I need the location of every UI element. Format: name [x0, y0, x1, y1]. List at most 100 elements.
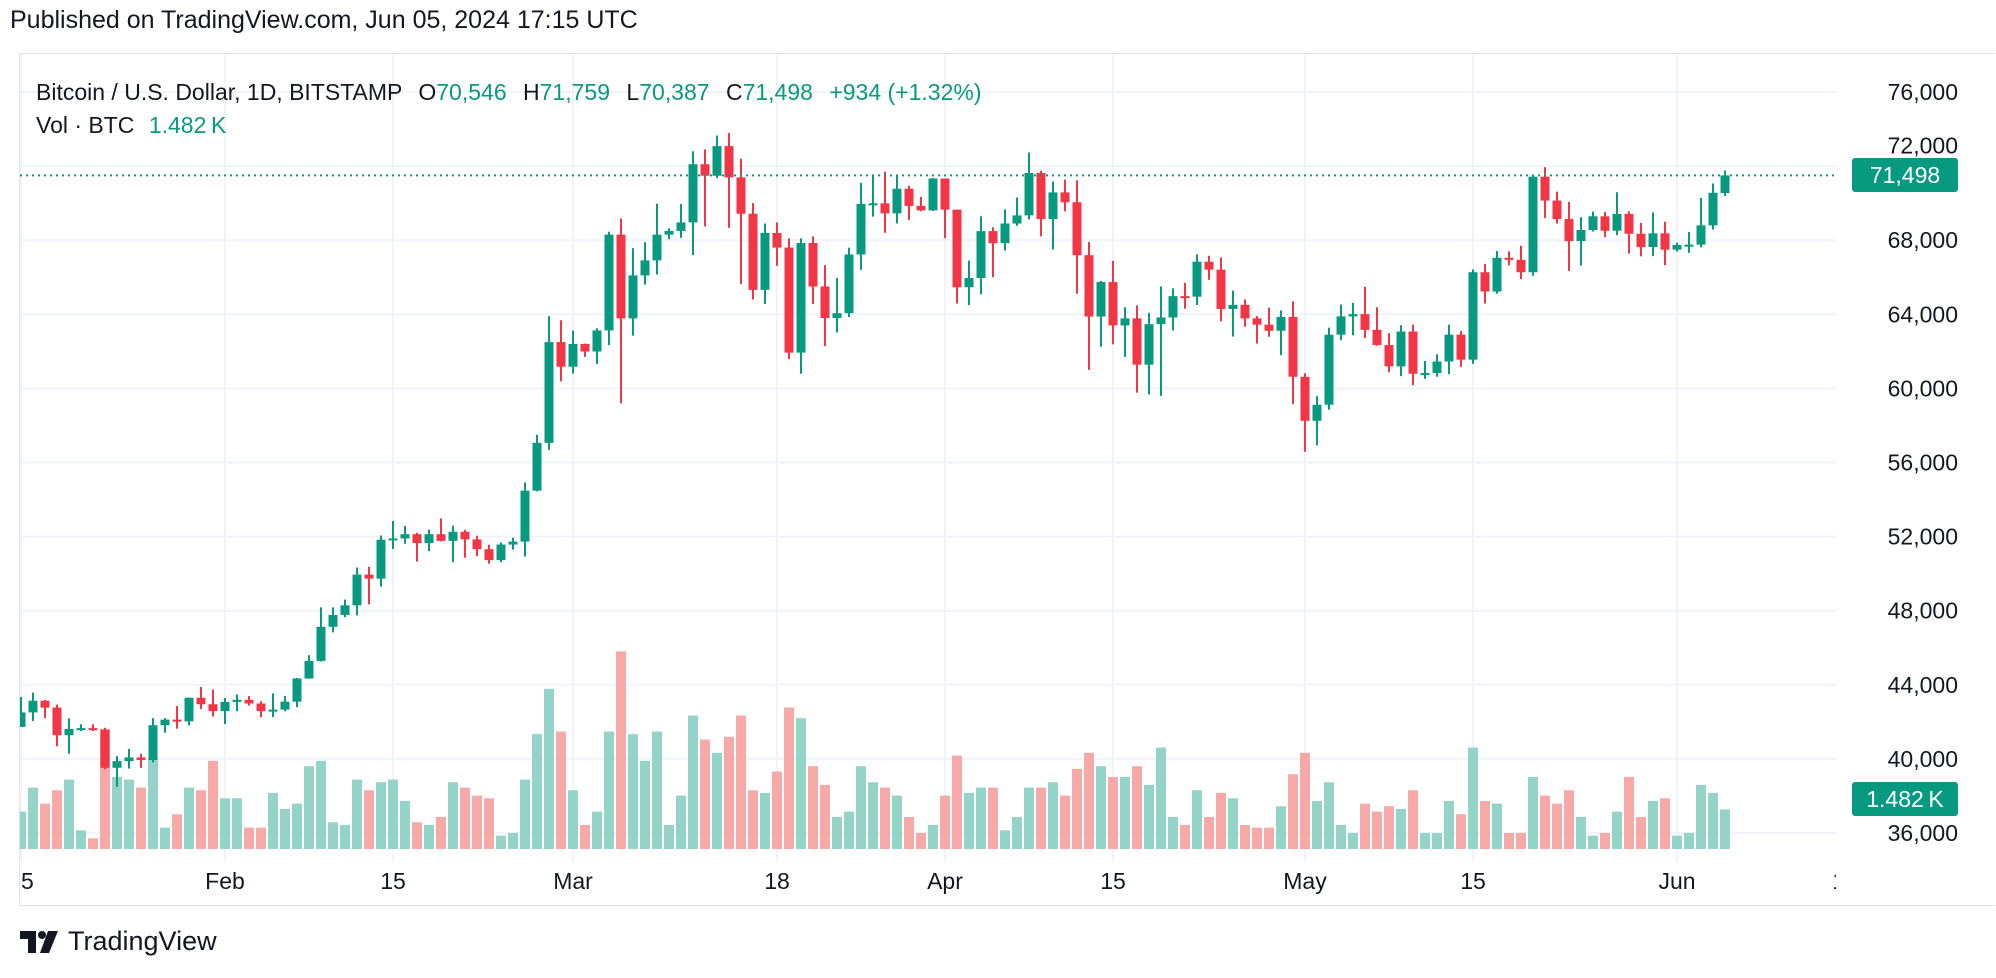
candle-body [976, 231, 986, 278]
volume-bar [1108, 776, 1118, 849]
candle-body [1168, 296, 1178, 318]
candle-body [1492, 257, 1502, 292]
volume-label[interactable]: Vol · BTC [36, 112, 135, 138]
volume-value: 1.482 K [148, 112, 227, 138]
candle-body [148, 725, 158, 761]
candle-body [652, 234, 662, 261]
volume-bar [1360, 803, 1370, 849]
volume-bar [1060, 795, 1070, 849]
candle-body [76, 728, 86, 731]
candle-body [196, 697, 206, 705]
published-caption: Published on TradingView.com, Jun 05, 20… [10, 6, 638, 34]
volume-bar [940, 795, 950, 849]
volume-bar [1072, 768, 1082, 849]
volume-bar [904, 816, 914, 849]
candle-body [484, 549, 494, 561]
y-tick-label: 52,000 [1888, 524, 1958, 550]
candle-body [352, 574, 362, 606]
candle-body [688, 164, 698, 223]
volume-bar [76, 830, 86, 849]
volume-bar [352, 779, 362, 849]
volume-bar [592, 811, 602, 849]
candle-body [340, 605, 350, 615]
volume-bar [268, 792, 278, 849]
volume-bar [436, 816, 446, 849]
tradingview-logo[interactable]: TradingView [20, 926, 217, 957]
volume-bar [472, 795, 482, 849]
volume-bar [256, 827, 266, 849]
volume-bar [736, 715, 746, 849]
candle-body [124, 757, 134, 762]
candle-body [1132, 318, 1142, 365]
volume-bar [1084, 752, 1094, 849]
volume-bar [544, 688, 554, 849]
candle-body [1228, 304, 1238, 309]
volume-bar [208, 760, 218, 849]
volume-bar [1516, 832, 1526, 849]
volume-bar [784, 707, 794, 849]
x-tick-label: Mar [553, 868, 593, 894]
candle-body [1096, 282, 1106, 317]
candle-body [448, 531, 458, 541]
volume-bar [184, 787, 194, 849]
volume-bar [508, 832, 518, 849]
volume-bar [424, 824, 434, 849]
candle-body [400, 534, 410, 539]
y-tick-label: 60,000 [1888, 375, 1958, 401]
candle-body [376, 539, 386, 579]
volume-bar [136, 787, 146, 849]
time-axis: 15 Feb 15 Mar 18 Apr 15 May 15 Jun 15 [20, 868, 1858, 894]
volume-bar [28, 787, 38, 849]
candle-body [1624, 213, 1634, 234]
volume-bar [1336, 824, 1346, 849]
volume-bar [1552, 803, 1562, 849]
volume-bar [700, 739, 710, 849]
candle-body [1636, 233, 1646, 248]
volume-bar [112, 776, 122, 849]
candle-body [1684, 244, 1694, 247]
candle-body [1708, 192, 1718, 226]
candle-body [160, 719, 170, 726]
candle-body [736, 177, 746, 214]
candle-body [856, 203, 866, 255]
volume-bar [1696, 784, 1706, 849]
volume-bar [100, 728, 110, 849]
price-axis: 36,000 40,000 44,000 48,000 52,000 56,000 60,0… [1888, 79, 1958, 846]
x-tick-label: Apr [927, 868, 963, 894]
y-tick-label: 56,000 [1888, 450, 1958, 476]
volume-bar [760, 792, 770, 849]
candle-body [1420, 373, 1430, 376]
volume-bar [1156, 747, 1166, 849]
candle-body [568, 343, 578, 367]
candle-body [844, 254, 854, 314]
volume-bar [1348, 832, 1358, 849]
volume-bar [124, 779, 134, 849]
candle-body [136, 757, 146, 761]
y-tick-label: 72,000 [1888, 132, 1958, 158]
volume-bar [1720, 809, 1730, 849]
x-tick-label: 15 [1832, 868, 1858, 894]
candle-body [868, 203, 878, 206]
candle-body [580, 343, 590, 352]
volume-bar [1384, 806, 1394, 849]
volume-bar [1396, 808, 1406, 849]
volume-bar [1468, 747, 1478, 849]
volume-bar [484, 798, 494, 849]
volume-bar [1228, 798, 1238, 849]
symbol-title[interactable]: Bitcoin / U.S. Dollar, 1D, BITSTAMP [36, 79, 402, 105]
candle-body [952, 209, 962, 288]
volume-bar [868, 782, 878, 849]
volume-bar [844, 811, 854, 849]
volume-bar [220, 798, 230, 849]
volume-bar [1096, 766, 1106, 849]
candle-body [1588, 216, 1598, 231]
volume-bar [172, 814, 182, 849]
candle-body [1372, 329, 1382, 346]
candle-body [532, 442, 542, 491]
candle-body [712, 146, 722, 176]
y-tick-label: 48,000 [1888, 598, 1958, 624]
last-price-tag: 71,498 [1852, 158, 1958, 193]
volume-bar [520, 779, 530, 849]
candle-body [388, 538, 398, 541]
